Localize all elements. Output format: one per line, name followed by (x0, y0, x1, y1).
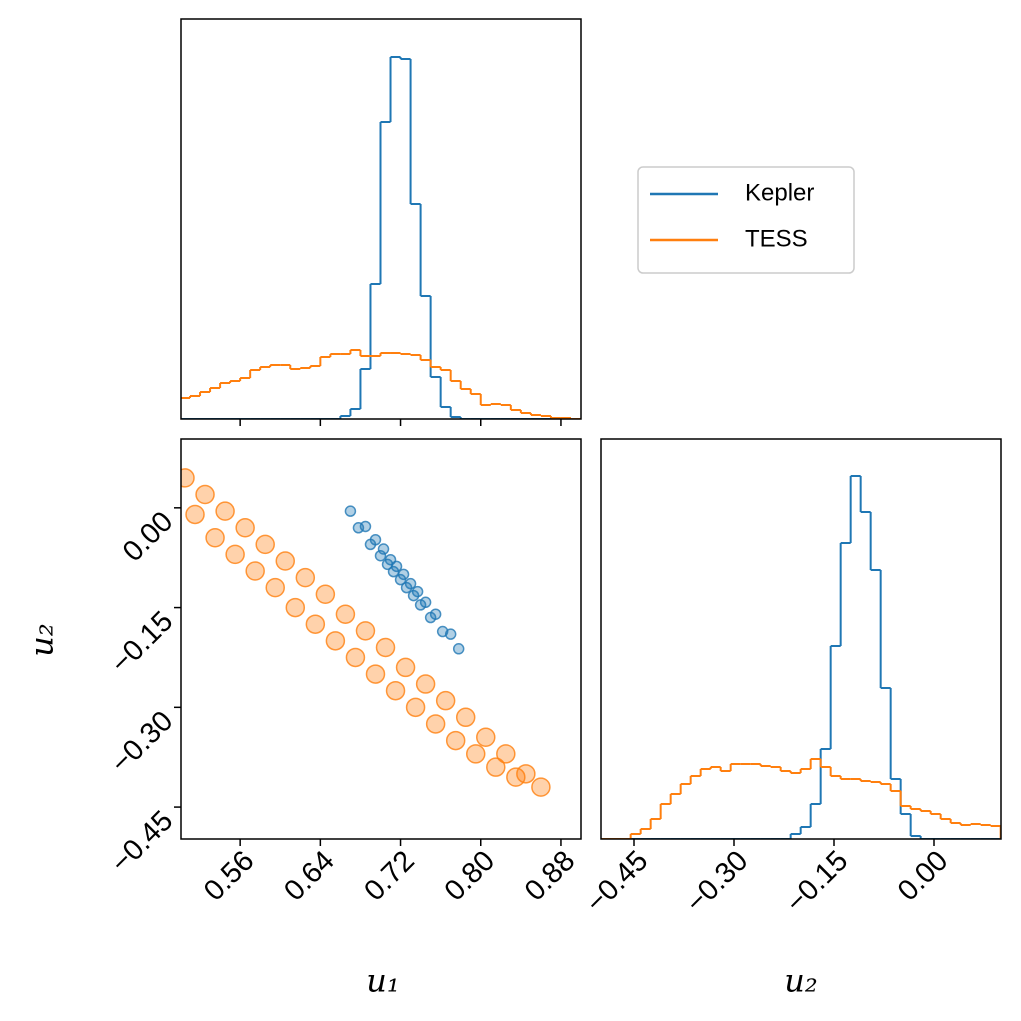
scatter-point (345, 647, 366, 668)
scatter-point (425, 714, 446, 734)
y-axis-label: u₂ (23, 623, 61, 656)
scatter-point (181, 468, 195, 488)
scatter-point (531, 777, 551, 797)
x-axis-label: u₁ (366, 962, 399, 1000)
scatter-point (390, 560, 403, 573)
scatter-point (295, 567, 316, 588)
scatter-point (374, 549, 387, 562)
scatter-point (411, 585, 424, 598)
scatter-point (215, 501, 235, 521)
scatter-point (369, 533, 382, 546)
axes-frame (180, 18, 582, 420)
scatter-point (455, 707, 476, 728)
scatter-point (359, 520, 372, 533)
scatter-point (245, 561, 265, 581)
axes-frame (600, 438, 1002, 840)
scatter-point (185, 504, 205, 525)
scatter-point (516, 764, 536, 784)
scatter-point (419, 596, 432, 609)
axes-frame (180, 438, 582, 840)
scatter-point (452, 643, 465, 655)
scatter-point (496, 744, 516, 764)
scatter-point (435, 690, 456, 711)
scatter-point (385, 680, 406, 701)
scatter-point (325, 631, 346, 651)
scatter-point (429, 608, 442, 620)
scatter-point (395, 657, 416, 678)
scatter-point (404, 577, 417, 590)
scatter-point (405, 697, 426, 718)
scatter-point (375, 637, 396, 658)
x-axis-label: u₂ (784, 962, 817, 1000)
scatter-point (235, 518, 255, 538)
legend-label: Kepler (745, 179, 814, 206)
scatter-point (255, 534, 275, 555)
legend-label: TESS (745, 225, 808, 252)
scatter-point (225, 544, 245, 565)
scatter-point (205, 528, 225, 548)
scatter-point (377, 543, 390, 555)
scatter-point (415, 674, 436, 694)
scatter-point (445, 730, 466, 751)
scatter-point (305, 614, 326, 634)
scatter-group (181, 468, 551, 797)
histogram-group (181, 56, 581, 419)
scatter-point (285, 597, 306, 618)
scatter-point (195, 484, 215, 505)
scatter-point (476, 727, 496, 748)
scatter-point (344, 505, 357, 517)
scatter-point (355, 621, 376, 641)
scatter-point (335, 604, 356, 624)
scatter-point (486, 757, 506, 777)
scatter-point (444, 628, 457, 640)
scatter-point (275, 551, 296, 571)
scatter-point (265, 577, 285, 598)
scatter-point (365, 664, 386, 684)
scatter-point (465, 744, 486, 764)
scatter-point (315, 584, 336, 605)
scatter-point (397, 568, 410, 581)
